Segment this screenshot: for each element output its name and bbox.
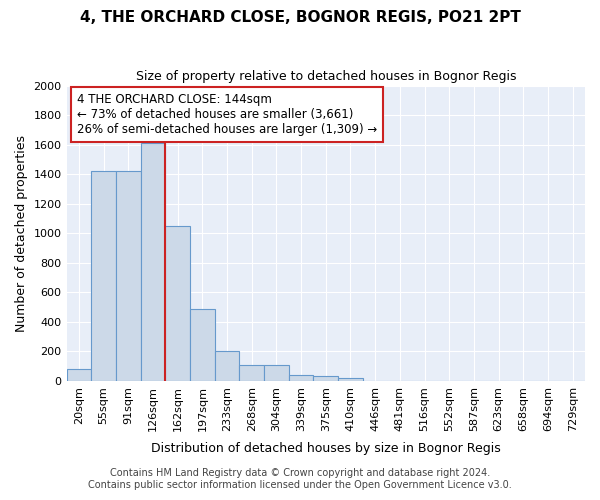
Bar xyxy=(140,143,165,381)
Bar xyxy=(91,171,116,381)
Bar xyxy=(264,366,289,381)
X-axis label: Distribution of detached houses by size in Bognor Regis: Distribution of detached houses by size … xyxy=(151,442,500,455)
Bar xyxy=(116,171,140,381)
Bar xyxy=(165,226,190,381)
Bar xyxy=(239,366,264,381)
Bar xyxy=(289,375,313,381)
Bar xyxy=(313,376,338,381)
Text: 4, THE ORCHARD CLOSE, BOGNOR REGIS, PO21 2PT: 4, THE ORCHARD CLOSE, BOGNOR REGIS, PO21… xyxy=(80,10,520,25)
Bar xyxy=(338,378,363,381)
Bar xyxy=(215,352,239,381)
Title: Size of property relative to detached houses in Bognor Regis: Size of property relative to detached ho… xyxy=(136,70,516,83)
Bar xyxy=(190,308,215,381)
Y-axis label: Number of detached properties: Number of detached properties xyxy=(15,134,28,332)
Text: 4 THE ORCHARD CLOSE: 144sqm
← 73% of detached houses are smaller (3,661)
26% of : 4 THE ORCHARD CLOSE: 144sqm ← 73% of det… xyxy=(77,93,377,136)
Text: Contains HM Land Registry data © Crown copyright and database right 2024.
Contai: Contains HM Land Registry data © Crown c… xyxy=(88,468,512,490)
Bar xyxy=(67,369,91,381)
